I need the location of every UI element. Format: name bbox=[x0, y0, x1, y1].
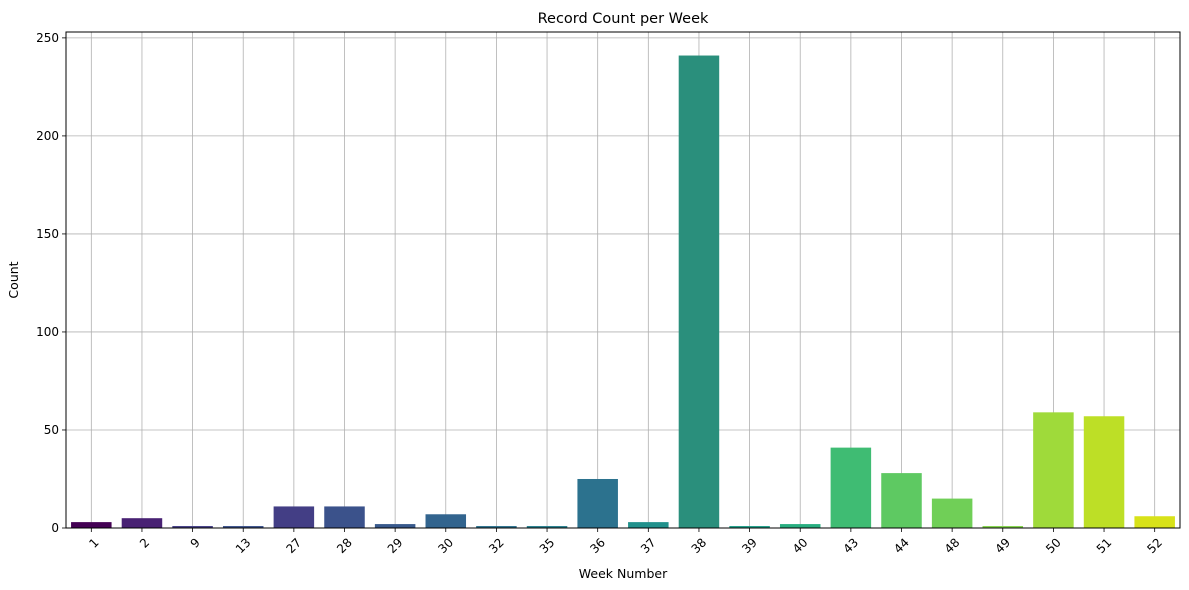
plot-frame bbox=[65, 31, 1181, 529]
bar-week-44 bbox=[881, 473, 922, 528]
x-tick-label: 52 bbox=[1144, 535, 1165, 556]
x-tick-label: 48 bbox=[942, 535, 963, 556]
x-tick-label: 49 bbox=[992, 535, 1013, 556]
bar-week-50 bbox=[1033, 412, 1074, 528]
x-tick-label: 44 bbox=[891, 535, 912, 556]
y-tick-label: 150 bbox=[36, 227, 59, 241]
x-tick-label: 35 bbox=[537, 535, 558, 556]
bars bbox=[71, 55, 1175, 528]
x-axis: 1 2 9 13 27 28 29 30 32 35 36 37 38 39 40 43 44 48 49 50 51 5… bbox=[86, 528, 1165, 556]
x-tick-label: 32 bbox=[486, 535, 507, 556]
x-tick-label: 9 bbox=[188, 535, 203, 550]
x-tick-label: 50 bbox=[1043, 535, 1064, 556]
bar-week-32 bbox=[476, 526, 517, 528]
x-tick-label: 43 bbox=[841, 535, 862, 556]
bar-week-49 bbox=[982, 526, 1024, 528]
bar-week-1 bbox=[71, 522, 112, 528]
bar-week-35 bbox=[526, 526, 568, 528]
y-axis: 0 50 100 150 200 250 bbox=[36, 31, 66, 535]
x-tick-label: 37 bbox=[638, 535, 659, 556]
x-axis-label: Week Number bbox=[579, 566, 668, 581]
bar-week-28 bbox=[324, 506, 365, 528]
x-tick-label: 29 bbox=[385, 535, 406, 556]
bar-week-38 bbox=[678, 55, 720, 528]
x-tick-label: 39 bbox=[739, 535, 760, 556]
bar-week-29 bbox=[374, 524, 416, 528]
x-tick-label: 36 bbox=[587, 535, 608, 556]
bar-week-30 bbox=[425, 514, 467, 528]
x-tick-label: 27 bbox=[284, 535, 305, 556]
bar-week-27 bbox=[273, 506, 315, 528]
bar-week-2 bbox=[121, 518, 163, 528]
y-tick-label: 50 bbox=[44, 423, 59, 437]
x-tick-label: 40 bbox=[790, 535, 811, 556]
y-tick-label: 200 bbox=[36, 129, 59, 143]
x-tick-label: 2 bbox=[137, 535, 152, 550]
bar-week-9 bbox=[172, 526, 213, 528]
bar-week-36 bbox=[577, 478, 618, 528]
x-tick-label: 28 bbox=[334, 535, 355, 556]
bar-week-37 bbox=[628, 522, 669, 528]
bar-week-40 bbox=[779, 524, 821, 528]
y-tick-label: 100 bbox=[36, 325, 59, 339]
bar-week-13 bbox=[222, 526, 264, 528]
bar-week-43 bbox=[830, 447, 872, 528]
x-tick-label: 51 bbox=[1094, 535, 1115, 556]
y-axis-label: Count bbox=[6, 261, 21, 298]
x-tick-label: 38 bbox=[689, 535, 710, 556]
chart-title: Record Count per Week bbox=[538, 11, 709, 27]
grid bbox=[66, 32, 1180, 529]
bar-week-48 bbox=[931, 498, 973, 528]
y-tick-label: 0 bbox=[51, 521, 59, 535]
x-tick-label: 30 bbox=[435, 535, 456, 556]
bar-week-52 bbox=[1134, 516, 1175, 528]
x-tick-label: 1 bbox=[86, 535, 101, 550]
x-tick-label: 13 bbox=[233, 535, 254, 556]
bar-week-39 bbox=[729, 526, 770, 528]
bar-week-51 bbox=[1083, 416, 1125, 528]
y-tick-label: 250 bbox=[36, 31, 59, 45]
